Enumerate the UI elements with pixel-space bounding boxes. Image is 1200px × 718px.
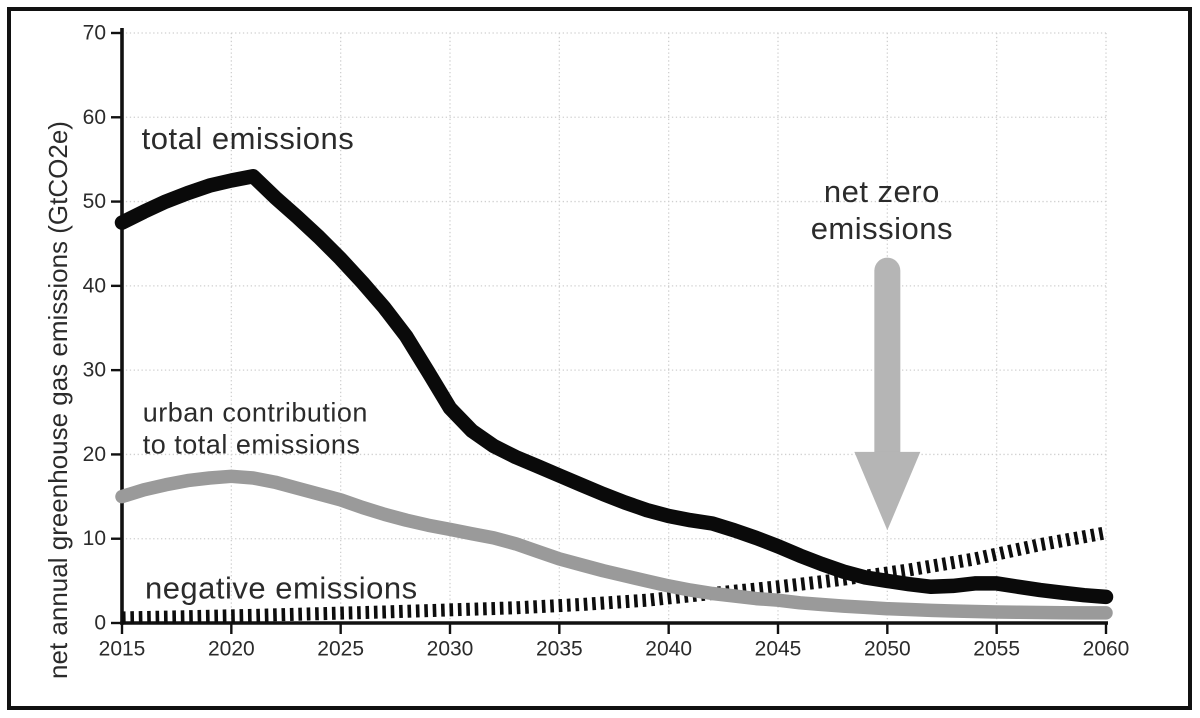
x-tick-label-2025: 2025	[317, 638, 364, 661]
net-zero-arrow-head	[854, 451, 921, 531]
x-tick-label-2015: 2015	[99, 638, 146, 661]
outer-border	[7, 7, 1192, 710]
x-tick-label-2050: 2050	[864, 638, 911, 661]
annotation-negative-label: negative emissions	[145, 571, 418, 606]
y-tick-label-60: 60	[83, 106, 106, 129]
y-tick-label-10: 10	[83, 527, 106, 550]
annotation-total-label: total emissions	[142, 121, 355, 156]
y-tick-label-40: 40	[83, 274, 106, 297]
series-total-emissions	[114, 169, 1114, 605]
y-tick-label-70: 70	[83, 22, 106, 45]
x-tick-label-2060: 2060	[1083, 638, 1130, 661]
x-tick-label-2040: 2040	[645, 638, 692, 661]
y-tick-label-20: 20	[83, 443, 106, 466]
x-tick-label-2035: 2035	[536, 638, 583, 661]
annotation-netzero-label-2: emissions	[811, 211, 953, 246]
annotation-urban-label-1: urban contribution	[143, 397, 368, 427]
x-tick-label-2055: 2055	[973, 638, 1020, 661]
x-tick-label-2030: 2030	[427, 638, 474, 661]
annotation-netzero-label-1: net zero	[824, 174, 940, 209]
y-tick-label-50: 50	[83, 190, 106, 213]
x-tick-label-2020: 2020	[208, 638, 255, 661]
series-urban-contribution-to-total-emissions	[115, 469, 1113, 620]
y-tick-label-30: 30	[83, 359, 106, 382]
y-axis-title: net annual greenhouse gas emissions (GtC…	[43, 121, 73, 679]
x-tick-label-2045: 2045	[755, 638, 802, 661]
y-tick-label-0: 0	[94, 612, 106, 635]
annotation-urban-label-2: to total emissions	[143, 429, 361, 459]
